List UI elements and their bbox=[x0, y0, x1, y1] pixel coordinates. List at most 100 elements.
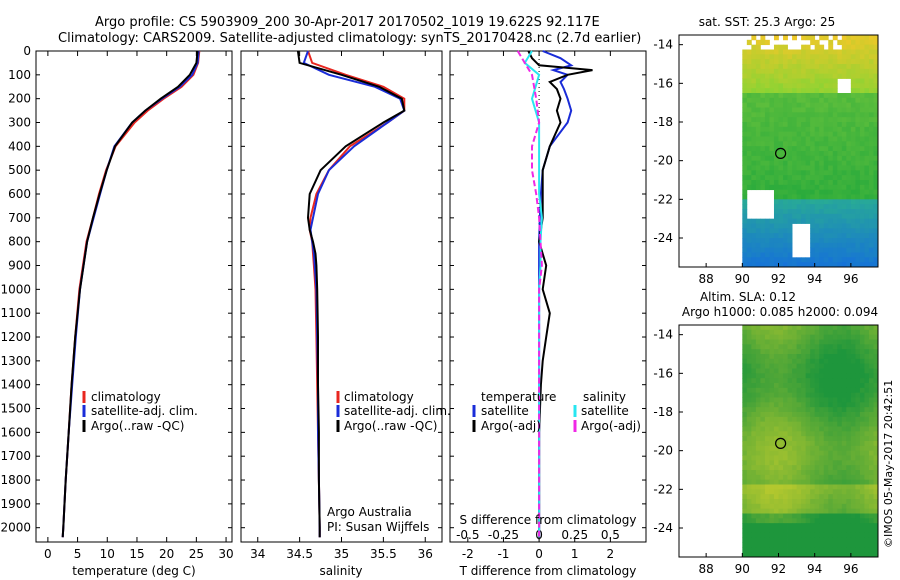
map-cell bbox=[769, 474, 775, 481]
map-cell bbox=[801, 397, 807, 403]
map-cell bbox=[837, 180, 843, 186]
map-cell bbox=[755, 146, 761, 152]
x-tick-label: -1 bbox=[497, 547, 509, 561]
map-cell bbox=[873, 204, 879, 210]
map-cell bbox=[823, 93, 829, 99]
map-cell bbox=[755, 78, 761, 84]
map-cell bbox=[783, 392, 788, 398]
map-cell bbox=[850, 373, 856, 379]
map-cell bbox=[855, 107, 861, 113]
map-cell bbox=[801, 426, 807, 432]
map-cell bbox=[837, 528, 843, 534]
map-cell bbox=[823, 508, 829, 514]
map-cell bbox=[832, 209, 838, 215]
map-cell bbox=[801, 102, 807, 108]
map-cell bbox=[828, 402, 834, 408]
map-cell bbox=[859, 407, 865, 413]
map-cell bbox=[864, 455, 870, 461]
map-cell bbox=[742, 325, 748, 331]
map-cell bbox=[742, 141, 748, 147]
map-cell bbox=[814, 528, 820, 534]
map-cell bbox=[841, 354, 847, 360]
map-cell bbox=[832, 407, 838, 413]
map-cell bbox=[819, 78, 825, 84]
map-cell bbox=[742, 460, 748, 466]
map-cell bbox=[837, 131, 843, 137]
map-cell bbox=[864, 358, 870, 365]
map-cell bbox=[787, 112, 793, 118]
map-cell bbox=[841, 532, 847, 539]
map-cell bbox=[755, 358, 761, 365]
map-cell bbox=[837, 151, 843, 157]
map-cell bbox=[783, 35, 788, 41]
map-cell bbox=[778, 349, 784, 355]
map-cell bbox=[796, 383, 802, 389]
map-cell bbox=[764, 392, 770, 398]
map-cell bbox=[801, 64, 807, 70]
map-cell bbox=[801, 325, 807, 331]
map-cell bbox=[841, 189, 847, 195]
salinity-legend: climatology satellite-adj. clim. Argo(..… bbox=[336, 390, 451, 433]
map-cell bbox=[773, 537, 779, 543]
map-cell bbox=[796, 426, 802, 432]
map-cell bbox=[810, 262, 816, 268]
map-cell bbox=[778, 213, 784, 220]
map-cell bbox=[810, 126, 816, 133]
map-cell bbox=[801, 126, 807, 133]
map-cell bbox=[819, 83, 825, 89]
map-cell bbox=[810, 131, 816, 137]
map-cell bbox=[823, 383, 829, 389]
map-cell bbox=[828, 358, 834, 365]
map-cell bbox=[814, 378, 820, 384]
map-cell bbox=[769, 233, 775, 239]
map-cell bbox=[846, 146, 852, 152]
map-cell bbox=[814, 213, 820, 220]
map-cell bbox=[805, 532, 811, 539]
map-cell bbox=[783, 184, 788, 191]
map-cell bbox=[801, 141, 807, 147]
map-cell bbox=[868, 334, 874, 340]
map-cell bbox=[760, 247, 766, 253]
map-cell bbox=[760, 363, 766, 369]
map-cell bbox=[873, 436, 879, 442]
map-cell bbox=[828, 344, 834, 350]
map-cell bbox=[846, 35, 852, 41]
map-cell bbox=[810, 329, 816, 336]
map-cell bbox=[823, 223, 829, 229]
map-cell bbox=[783, 508, 788, 514]
map-cell bbox=[864, 392, 870, 398]
map-cell bbox=[805, 59, 811, 65]
map-cell bbox=[783, 465, 788, 471]
map-cell bbox=[828, 441, 834, 447]
map-cell bbox=[801, 523, 807, 529]
map-cell bbox=[832, 189, 838, 195]
map-cell bbox=[801, 402, 807, 408]
map-cell bbox=[764, 537, 770, 543]
map-cell bbox=[805, 503, 811, 510]
map-cell bbox=[792, 358, 797, 365]
map-cell bbox=[814, 508, 820, 514]
map-cell bbox=[755, 474, 761, 481]
map-cell bbox=[850, 136, 856, 142]
map-cell bbox=[778, 431, 784, 437]
map-cell bbox=[841, 547, 847, 553]
map-cell bbox=[760, 479, 766, 485]
map-cell bbox=[755, 64, 761, 70]
map-cell bbox=[801, 465, 807, 471]
map-cell bbox=[855, 209, 861, 215]
map-cell bbox=[814, 83, 820, 89]
map-cell bbox=[850, 494, 856, 500]
map-cell bbox=[773, 499, 779, 505]
map-cell bbox=[778, 228, 784, 234]
map-cell bbox=[792, 528, 797, 534]
map-cell bbox=[819, 131, 825, 137]
map-cell bbox=[855, 494, 861, 500]
map-cell bbox=[796, 97, 802, 104]
map-cell bbox=[823, 165, 829, 171]
map-cell bbox=[859, 513, 865, 519]
map-cell bbox=[850, 445, 856, 452]
map-cell bbox=[769, 175, 775, 181]
map-cell bbox=[873, 474, 879, 481]
map-cell bbox=[859, 218, 865, 224]
map-cell bbox=[787, 325, 793, 331]
